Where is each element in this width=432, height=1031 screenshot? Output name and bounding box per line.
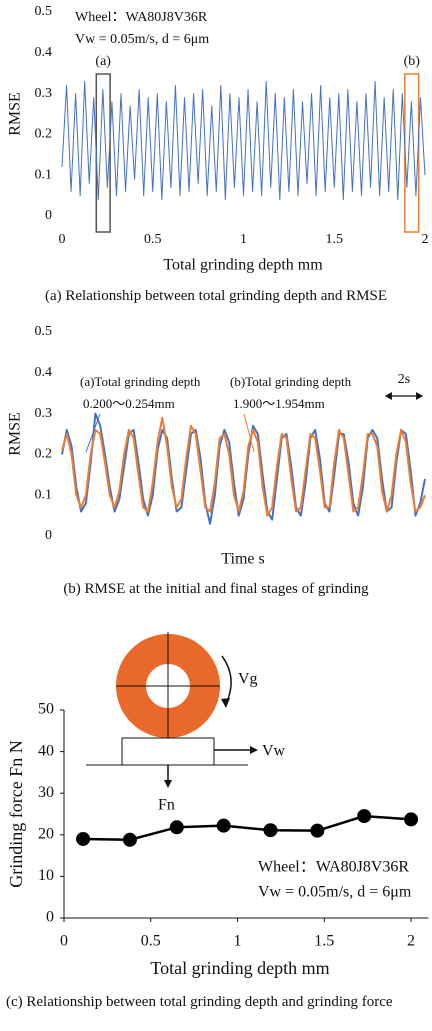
arrow-head bbox=[384, 392, 392, 400]
scale-bar-label: 2s bbox=[398, 372, 410, 387]
y-tick-label: 10 bbox=[38, 867, 54, 884]
y-tick-label: 0.2 bbox=[35, 447, 53, 462]
y-tick-label: 20 bbox=[38, 825, 54, 842]
legend-note: 1.900～1.954mm bbox=[233, 396, 325, 411]
y-tick-label: 0.2 bbox=[35, 127, 53, 142]
data-point bbox=[122, 832, 137, 847]
data-point bbox=[216, 818, 231, 833]
y-tick-label: 0.3 bbox=[35, 86, 53, 101]
data-point bbox=[404, 812, 419, 827]
arrow-head bbox=[250, 746, 258, 754]
y-tick-label: 0.5 bbox=[35, 324, 53, 339]
highlight-box bbox=[404, 73, 420, 233]
grinding-schematic: Vg Vw Fn bbox=[86, 632, 286, 814]
data-line bbox=[83, 814, 412, 842]
data-point bbox=[357, 809, 372, 824]
leader-line bbox=[243, 413, 255, 453]
data-line bbox=[61, 412, 426, 525]
legend-label: (a)Total grinding depth bbox=[80, 374, 201, 389]
y-axis-label: RMSE bbox=[7, 412, 24, 456]
y-tick-label: 0.1 bbox=[35, 167, 53, 182]
x-axis-label: Total grinding depth mm bbox=[163, 257, 323, 274]
annotation: Wheel：WA80J8V36R bbox=[258, 859, 409, 876]
data-point bbox=[169, 820, 184, 835]
x-tick-label: 1.5 bbox=[314, 933, 334, 950]
arrow-head bbox=[416, 392, 424, 400]
x-tick-label: 1 bbox=[240, 232, 247, 247]
y-tick-label: 50 bbox=[38, 701, 54, 718]
annotation: Vw = 0.05m/s, d = 6μm bbox=[75, 32, 209, 47]
caption: (b) RMSE at the initial and final stages… bbox=[63, 581, 369, 597]
legend-note: 0.200～0.254mm bbox=[83, 396, 175, 411]
x-tick-label: 1.5 bbox=[326, 232, 344, 247]
x-tick-label: 0.5 bbox=[144, 232, 162, 247]
y-tick-label: 0 bbox=[46, 909, 54, 926]
x-tick-label: 1 bbox=[234, 933, 242, 950]
highlight-label: (b) bbox=[404, 54, 421, 69]
x-axis-label: Total grinding depth mm bbox=[150, 958, 329, 978]
x-tick-label: 2 bbox=[422, 232, 429, 247]
y-axis-label: RMSE bbox=[7, 92, 24, 136]
y-tick-label: 0.3 bbox=[35, 406, 53, 421]
x-axis-label: Time s bbox=[221, 551, 264, 568]
y-tick-label: 40 bbox=[38, 742, 54, 759]
data-point bbox=[263, 823, 278, 838]
diagram-label: Vw bbox=[262, 743, 286, 760]
highlight-label: (a) bbox=[95, 54, 111, 69]
caption: (c) Relationship between total grinding … bbox=[6, 994, 393, 1010]
arrow-head bbox=[164, 780, 172, 788]
x-tick-label: 0 bbox=[60, 933, 68, 950]
leader-line bbox=[85, 413, 101, 453]
y-tick-label: 0.4 bbox=[35, 45, 53, 60]
data-point bbox=[76, 831, 91, 846]
y-tick-label: 0 bbox=[45, 528, 52, 543]
arrow-head bbox=[221, 698, 230, 708]
x-tick-label: 2 bbox=[407, 933, 415, 950]
annotation: Wheel：WA80J8V36R bbox=[75, 10, 208, 25]
y-tick-label: 0.4 bbox=[35, 365, 53, 380]
x-tick-label: 0.5 bbox=[141, 933, 161, 950]
x-tick-label: 0 bbox=[59, 232, 66, 247]
y-tick-label: 30 bbox=[38, 784, 54, 801]
diagram-label: Fn bbox=[158, 797, 175, 814]
data-line bbox=[61, 80, 426, 201]
y-tick-label: 0 bbox=[45, 208, 52, 223]
y-tick-label: 0.5 bbox=[35, 4, 53, 19]
data-line bbox=[61, 416, 426, 517]
diagram-label: Vg bbox=[238, 671, 258, 688]
workpiece bbox=[121, 737, 215, 766]
y-axis-label: Grinding force Fn N bbox=[6, 740, 26, 887]
rotation-arrow bbox=[221, 655, 232, 705]
legend-label: (b)Total grinding depth bbox=[230, 374, 352, 389]
annotation: Vw = 0.05m/s, d = 6μm bbox=[258, 884, 412, 901]
data-point bbox=[310, 823, 325, 838]
y-tick-label: 0.1 bbox=[35, 487, 53, 502]
caption: (a) Relationship between total grinding … bbox=[44, 288, 388, 304]
